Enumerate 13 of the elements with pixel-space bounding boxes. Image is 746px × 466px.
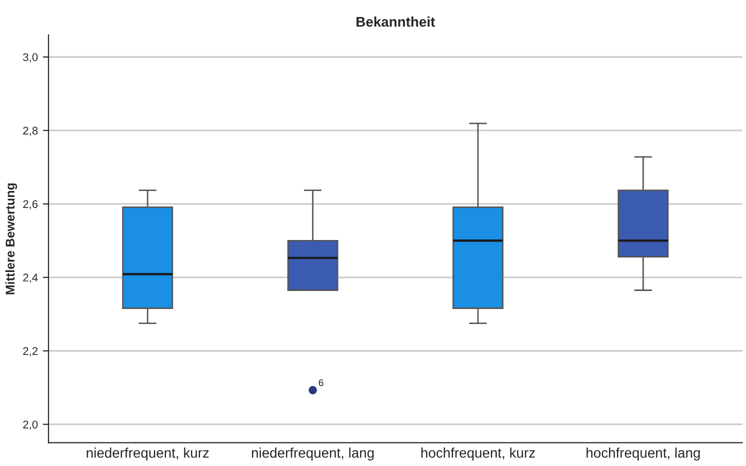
x-tick-label: hochfrequent, lang [586, 448, 700, 461]
chart-title: Bekanntheit [356, 16, 435, 27]
annotation: 6 [318, 379, 324, 386]
y-tick-label: 2,0 [23, 420, 38, 430]
y-tick-label: 2,6 [23, 200, 38, 210]
x-tick-label: niederfrequent, lang [252, 448, 374, 461]
x-tick-label: niederfrequent, kurz [86, 448, 209, 461]
y-tick-label: 2,8 [23, 126, 38, 136]
y-tick-label: 3,0 [23, 53, 38, 62]
y-tick-label: 2,2 [23, 347, 38, 356]
x-tick-label: hochfrequent, kurz [421, 448, 535, 461]
y-axis-title: Mittlere Bewertung [5, 183, 18, 294]
y-tick-label: 2,4 [23, 274, 38, 283]
